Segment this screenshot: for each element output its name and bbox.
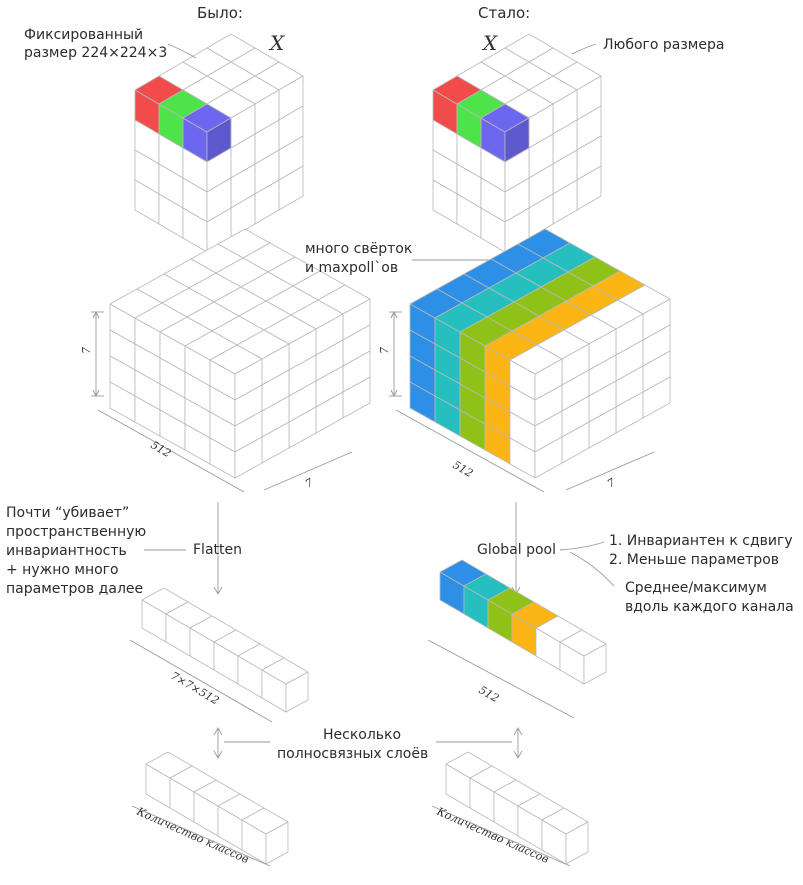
any-size-note: Любого размера	[603, 37, 725, 53]
input-x-after: X	[481, 31, 498, 55]
dim-line	[263, 451, 353, 491]
cube-side	[565, 821, 589, 865]
flatten-label: Flatten	[193, 542, 242, 558]
global-pool-benefit-2: 2. Меньше параметров	[609, 552, 780, 568]
input-cube-after	[432, 33, 602, 253]
header-before: Было:	[197, 4, 243, 22]
dim-line	[565, 451, 655, 491]
header-after: Стало:	[478, 4, 531, 22]
fc-note-line1: Несколько	[323, 727, 402, 743]
arrow-fc-after	[513, 727, 523, 759]
global-pool-benefit-1: 1. Инвариантен к сдвигу	[609, 533, 793, 549]
flatten-vector	[141, 587, 309, 713]
arrow-flatten	[213, 502, 223, 595]
arrow-fc-before	[213, 727, 223, 759]
dim-line	[395, 409, 545, 493]
global-pool-note-line1: Среднее/максимум	[625, 580, 767, 596]
classes-vector-before	[145, 751, 289, 865]
cube-side	[285, 671, 309, 713]
arrow-head	[213, 750, 223, 759]
flatten-note-line2: пространственную	[6, 524, 147, 540]
input-x-before: X	[268, 31, 285, 55]
cube-side	[583, 643, 607, 685]
conv-note-line1: много свёрток	[305, 241, 413, 257]
global-pool-label: Global pool	[477, 542, 557, 558]
arrow-head	[213, 586, 223, 595]
flatten-note-line4: + нужно много	[6, 562, 119, 578]
dim-line	[129, 639, 273, 723]
any-size-leader	[571, 43, 597, 55]
fixed-size-note-line2: размер 224×224×3	[24, 45, 168, 61]
dim-line	[427, 639, 575, 719]
dim-label: 7	[303, 476, 316, 491]
dim-line	[431, 805, 571, 867]
flatten-note-line1: Почти “убивает”	[6, 505, 130, 521]
conv-note-line2: и maxpoll`ов	[305, 260, 399, 276]
fixed-size-note-line1: Фиксированный	[24, 27, 144, 43]
pool-note-leader	[569, 551, 615, 587]
fc-note-line2: полносвязных слоёв	[277, 746, 429, 762]
pooled-vector	[439, 559, 607, 685]
global-pool-note-line2: вдоль каждого канала	[625, 599, 794, 615]
arrow-head	[513, 750, 523, 759]
dim-h-before: 7	[80, 310, 104, 398]
feature-map-after	[409, 228, 671, 479]
dim-label: 7	[605, 476, 618, 491]
pool-benefit-leader	[559, 541, 605, 551]
dim-h-after: 7	[378, 310, 402, 398]
dim-label: 512	[451, 458, 476, 480]
classes-vector-after	[445, 751, 589, 865]
dim-w-before: 7	[263, 451, 353, 491]
dim-line	[97, 409, 245, 493]
dim-label: 7	[378, 347, 391, 354]
feature-map-before	[109, 228, 371, 479]
arrow-head	[513, 727, 523, 736]
fixed-size-leader	[167, 43, 197, 59]
input-cube-before	[134, 33, 304, 253]
flatten-note-line3: инвариантность	[6, 543, 127, 559]
arrow-head	[213, 727, 223, 736]
dim-label: 7	[80, 347, 93, 354]
cube-side	[234, 436, 263, 479]
dim-line	[131, 805, 271, 867]
dim-label: 512	[477, 683, 502, 705]
dim-w-after: 7	[565, 451, 655, 491]
flatten-note-line5: параметров далее	[6, 581, 144, 597]
cube-side	[534, 436, 563, 479]
cube-side	[265, 821, 289, 865]
